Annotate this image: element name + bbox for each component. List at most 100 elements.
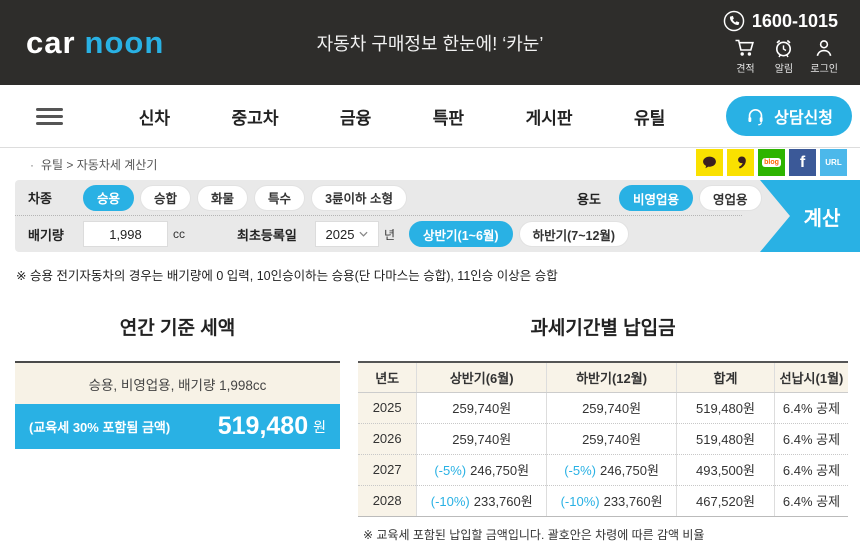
alarm-icon <box>772 37 795 59</box>
displacement-input[interactable] <box>83 221 168 247</box>
menu-hamburger-icon[interactable] <box>36 107 63 125</box>
usage-private[interactable]: 비영업용 <box>619 185 694 211</box>
displacement-row: 배기량 cc 최초등록일 2025 년 상반기(1~6월) 하반기(7~12월) <box>15 216 860 252</box>
form-note: ※ 승용 전기자동차의 경우는 배기량에 0 입력, 10인승이하는 승용(단 … <box>16 269 558 283</box>
tax-calculator-form: 차종 승용 승합 화물 특수 3륜이하 소형 용도 비영업용 영업용 배기량 c… <box>15 180 860 252</box>
col-prepay: 선납시(1월) <box>773 361 848 393</box>
vehicle-type-van[interactable]: 승합 <box>140 184 192 211</box>
breadcrumb: · 유틸 > 자동차세 계산기 <box>30 156 157 173</box>
vehicle-type-truck[interactable]: 화물 <box>197 184 249 211</box>
logo-text-car: car <box>26 24 76 60</box>
nav-item-new-car[interactable]: 신차 <box>138 108 171 128</box>
usage-row: 용도 비영업용 영업용 <box>577 180 768 216</box>
payment-table-footnote: ※ 교육세 포함된 납입할 금액입니다. 괄호안은 차령에 따른 감액 비율 <box>363 527 705 542</box>
table-row: 2026 259,740원 259,740원 519,480원 6.4% 공제 <box>358 423 848 455</box>
share-blog-icon[interactable]: blog <box>758 149 785 176</box>
discount-note: (-10%) <box>560 494 600 509</box>
alarm-label: 알림 <box>774 64 794 75</box>
phone-block: 1600-1015 <box>723 10 838 32</box>
share-url-icon[interactable]: URL <box>820 149 847 176</box>
nav-item-util[interactable]: 유틸 <box>634 108 666 128</box>
main-nav: 신차 중고차 금융 특판 게시판 유틸 상담신청 <box>0 85 860 148</box>
cell-prepay: 6.4% 공제 <box>773 454 848 486</box>
payment-table: 년도 상반기(6월) 하반기(12월) 합계 선납시(1월) 2025 259,… <box>358 361 848 517</box>
logo-text-noon: noon <box>84 24 165 60</box>
vehicle-type-small[interactable]: 3륜이하 소형 <box>311 184 407 211</box>
table-header-row: 년도 상반기(6월) 하반기(12월) 합계 선납시(1월) <box>358 361 848 393</box>
consult-request-button[interactable]: 상담신청 <box>726 96 852 136</box>
annual-tax-amount-unit: 원 <box>313 418 326 435</box>
annual-tax-amount-label: (교육세 30% 포함됨 금액) <box>29 420 171 435</box>
phone-number: 1600-1015 <box>751 10 838 31</box>
breadcrumb-row: · 유틸 > 자동차세 계산기 blog f URL <box>0 148 860 180</box>
nav-item-board[interactable]: 게시판 <box>525 108 573 128</box>
cell-second-half: (-10%) 233,760원 <box>546 485 677 517</box>
cell-year: 2027 <box>358 454 417 486</box>
cell-first-half: 259,740원 <box>416 392 547 424</box>
payment-table-panel: 과세기간별 납입금 년도 상반기(6월) 하반기(12월) 합계 선납시(1월)… <box>358 313 848 543</box>
cell-total: 467,520원 <box>675 485 775 517</box>
login-button[interactable]: 로그인 <box>810 37 838 75</box>
nav-item-finance[interactable]: 금융 <box>339 108 372 128</box>
cell-second-half: 259,740원 <box>546 392 677 424</box>
annual-tax-amount-row: (교육세 30% 포함됨 금액) 519,480 원 <box>15 404 340 449</box>
site-logo[interactable]: car noon <box>26 25 164 61</box>
col-second-half: 하반기(12월) <box>546 361 677 393</box>
quote-label: 견적 <box>736 64 755 75</box>
vehicle-type-row: 차종 승용 승합 화물 특수 3륜이하 소형 <box>15 180 742 216</box>
year-select[interactable]: 2025 <box>315 221 379 247</box>
nav-item-special[interactable]: 특판 <box>432 108 465 128</box>
half-first[interactable]: 상반기(1~6월) <box>409 221 513 247</box>
annual-tax-amount: 519,480 <box>217 412 309 440</box>
cell-first-half: 259,740원 <box>416 423 547 455</box>
cell-prepay: 6.4% 공제 <box>773 392 848 424</box>
annual-tax-title: 연간 기준 세액 <box>119 318 236 339</box>
cell-total: 519,480원 <box>675 423 775 455</box>
cell-total: 493,500원 <box>675 454 775 486</box>
half-pills: 상반기(1~6월) 하반기(7~12월) <box>409 221 635 247</box>
col-year: 년도 <box>358 361 417 393</box>
amount-text: 259,740원 <box>452 401 512 416</box>
nav-items: 신차 중고차 금융 특판 게시판 유틸 <box>63 104 726 129</box>
blog-label: blog <box>762 158 781 167</box>
discount-note: (-5%) <box>434 463 467 478</box>
annual-tax-box: 승용, 비영업용, 배기량 1,998cc (교육세 30% 포함됨 금액) 5… <box>15 361 340 449</box>
amount-text: 233,760원 <box>473 494 533 509</box>
alarm-button[interactable]: 알림 <box>772 37 795 75</box>
breadcrumb-bullet: · <box>30 157 34 172</box>
cell-second-half: (-5%) 246,750원 <box>546 454 677 486</box>
table-row: 2028 (-10%) 233,760원 (-10%) 233,760원 467,5… <box>358 485 848 517</box>
phone-icon <box>723 10 745 32</box>
vehicle-type-label: 차종 <box>28 191 52 206</box>
breadcrumb-path: 유틸 > 자동차세 계산기 <box>41 157 158 172</box>
share-bar: blog f URL <box>696 149 847 176</box>
cell-year: 2028 <box>358 485 417 517</box>
cell-prepay: 6.4% 공제 <box>773 485 848 517</box>
nav-item-used-car[interactable]: 중고차 <box>231 108 279 128</box>
year-value: 2025 <box>325 226 355 242</box>
chevron-down-icon <box>359 231 368 237</box>
facebook-label: f <box>799 153 806 171</box>
share-kakao-icon[interactable] <box>696 149 723 176</box>
usage-commercial[interactable]: 영업용 <box>699 185 762 211</box>
site-tagline: 자동차 구매정보 한눈에! ‘카눈’ <box>316 34 544 54</box>
login-icon <box>813 37 835 59</box>
cell-total: 519,480원 <box>675 392 775 424</box>
headset-icon <box>745 106 766 127</box>
half-second[interactable]: 하반기(7~12월) <box>518 221 630 247</box>
login-label: 로그인 <box>810 64 838 75</box>
registration-label: 최초등록일 <box>237 227 297 243</box>
annual-tax-summary: 승용, 비영업용, 배기량 1,998cc <box>15 363 340 404</box>
share-kakaostory-icon[interactable] <box>727 149 754 176</box>
vehicle-type-special[interactable]: 특수 <box>254 184 306 211</box>
quote-button[interactable]: 견적 <box>733 37 757 75</box>
share-facebook-icon[interactable]: f <box>789 149 816 176</box>
quick-icons: 견적 알림 로그인 <box>733 37 838 75</box>
amount-text: 259,740원 <box>452 432 512 447</box>
amount-text: 246,750원 <box>599 463 659 478</box>
cell-second-half: 259,740원 <box>546 423 677 455</box>
col-first-half: 상반기(6월) <box>416 361 547 393</box>
cell-year: 2026 <box>358 423 417 455</box>
vehicle-type-passenger[interactable]: 승용 <box>83 184 135 211</box>
consult-label: 상담신청 <box>774 110 833 127</box>
